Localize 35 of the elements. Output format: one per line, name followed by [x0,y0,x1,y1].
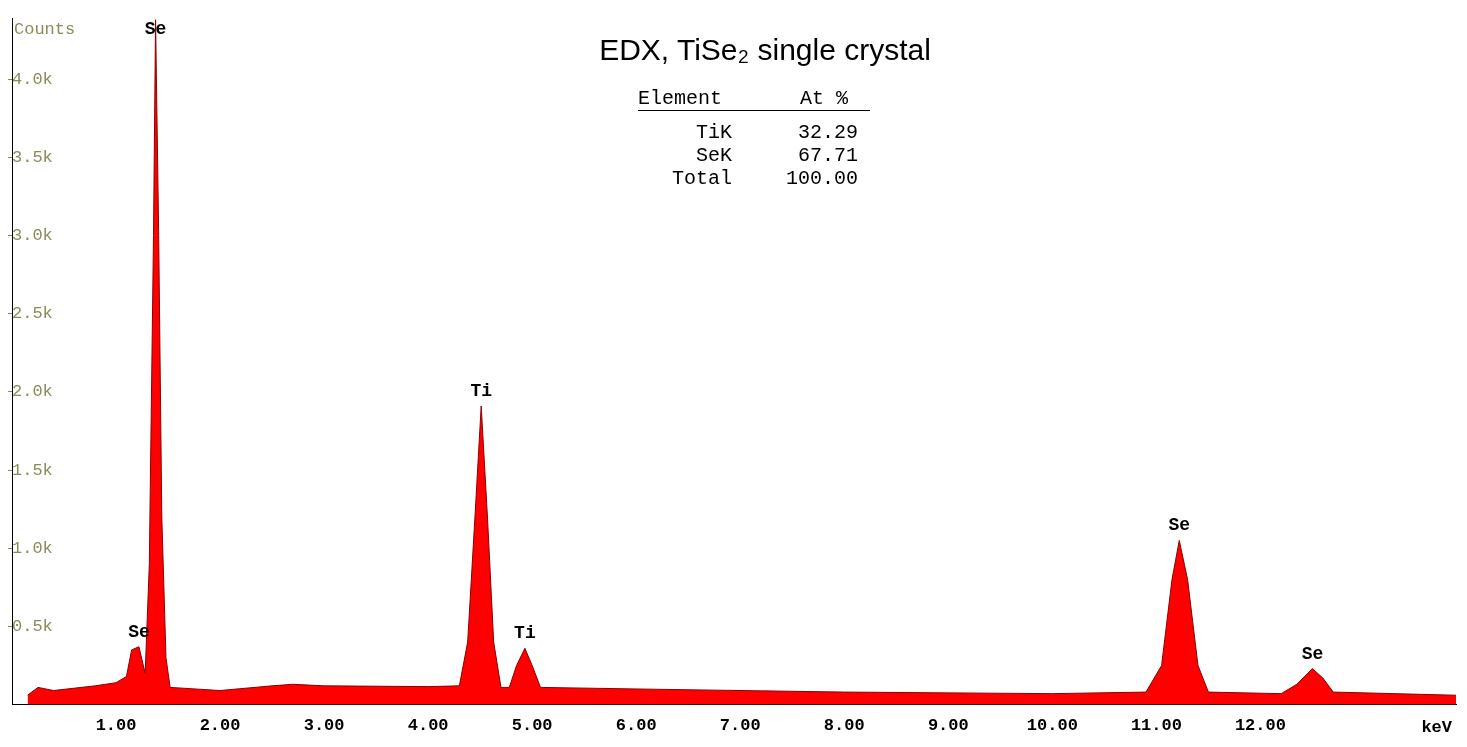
annotation: Ti [470,380,493,401]
annotation: SeK [695,144,732,167]
y-tick-label: 3.5k [12,147,53,167]
x-tick-label: 10.00 [1026,716,1078,736]
y-tick-label: 2.0k [12,382,53,402]
x-tick-label: 8.00 [823,716,865,736]
x-tick-label: 3.00 [303,716,345,736]
x-tick-label: 5.00 [511,716,553,736]
x-tick-label: 12.00 [1234,716,1286,736]
annotation: 67.71 [797,144,858,167]
x-tick-label: 2.00 [199,716,241,736]
y-tick-label: 2.5k [12,304,53,324]
x-tick-label: 6.00 [615,716,657,736]
annotation: 32.29 [797,121,858,144]
annotation: Se [1168,515,1191,536]
annotation: TiK [695,121,732,144]
x-tick-label: 1.00 [95,716,137,736]
x-axis-title: keV [1421,717,1453,737]
y-tick-label: 1.0k [12,538,53,558]
text: EDX, TiSe₂ single crystal [599,33,931,66]
y-tick-label: 1.5k [12,460,53,480]
annotation: Total [671,167,732,190]
annotation: 100.00 [785,167,858,190]
x-tick-label: 7.00 [719,716,761,736]
annotation: Element [638,87,723,110]
annotation: At % [799,87,849,110]
y-tick-label: 0.5k [12,616,53,636]
annotation: Se [1301,643,1324,664]
x-tick-label: 11.00 [1130,716,1182,736]
y-tick-label: 3.0k [12,226,53,246]
annotation: Ti [514,623,536,644]
x-tick-label: 9.00 [927,716,969,736]
y-tick-label: 4.0k [12,69,53,89]
x-tick-label: 4.00 [407,716,449,736]
y-axis-title: Counts [14,20,76,40]
